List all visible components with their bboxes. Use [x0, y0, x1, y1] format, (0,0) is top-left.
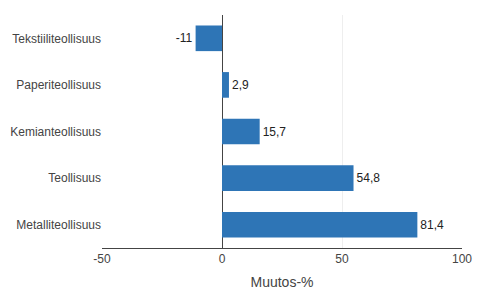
- svg-text:Kemianteollisuus: Kemianteollisuus: [10, 125, 101, 139]
- svg-text:Metalliteollisuus: Metalliteollisuus: [16, 218, 101, 232]
- svg-text:Teollisuus: Teollisuus: [48, 171, 101, 185]
- svg-text:Tekstiiliteollisuus: Tekstiiliteollisuus: [12, 32, 101, 46]
- svg-text:50: 50: [335, 252, 349, 266]
- svg-text:15,7: 15,7: [263, 125, 287, 139]
- svg-text:Paperiteollisuus: Paperiteollisuus: [16, 78, 101, 92]
- svg-text:Muutos-%: Muutos-%: [250, 274, 313, 290]
- svg-text:-50: -50: [93, 252, 111, 266]
- svg-text:100: 100: [452, 252, 472, 266]
- svg-text:-11: -11: [176, 31, 193, 45]
- svg-text:54,8: 54,8: [357, 171, 381, 185]
- svg-text:81,4: 81,4: [420, 218, 444, 232]
- svg-text:2,9: 2,9: [232, 78, 249, 92]
- svg-text:0: 0: [219, 252, 226, 266]
